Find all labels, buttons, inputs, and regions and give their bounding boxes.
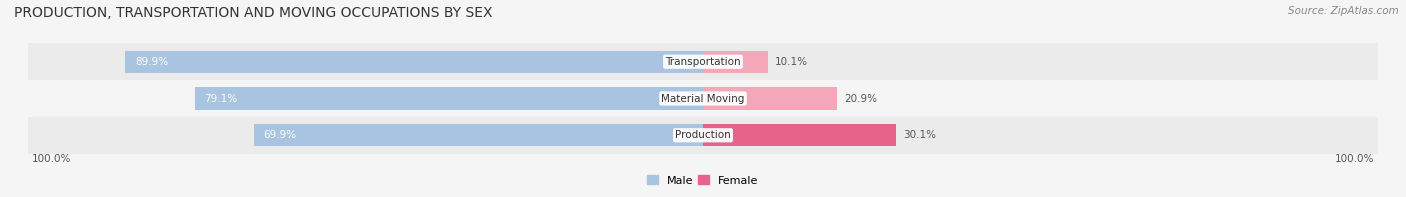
- Bar: [28, 43, 1378, 80]
- Text: 20.9%: 20.9%: [844, 94, 877, 103]
- Text: Material Moving: Material Moving: [661, 94, 745, 103]
- Text: 79.1%: 79.1%: [204, 94, 238, 103]
- Text: 100.0%: 100.0%: [31, 154, 70, 164]
- Bar: [703, 124, 897, 146]
- Text: 69.9%: 69.9%: [263, 130, 297, 140]
- Text: PRODUCTION, TRANSPORTATION AND MOVING OCCUPATIONS BY SEX: PRODUCTION, TRANSPORTATION AND MOVING OC…: [14, 6, 492, 20]
- Text: 100.0%: 100.0%: [1336, 154, 1375, 164]
- Text: Transportation: Transportation: [665, 57, 741, 67]
- Text: 10.1%: 10.1%: [775, 57, 807, 67]
- Bar: [253, 124, 703, 146]
- Legend: Male, Female: Male, Female: [643, 171, 763, 190]
- Bar: [125, 51, 703, 73]
- Bar: [703, 51, 768, 73]
- Bar: [194, 87, 703, 110]
- Bar: [28, 117, 1378, 154]
- Text: 30.1%: 30.1%: [903, 130, 936, 140]
- Bar: [28, 80, 1378, 117]
- Text: Source: ZipAtlas.com: Source: ZipAtlas.com: [1288, 6, 1399, 16]
- Bar: [703, 87, 838, 110]
- Text: Production: Production: [675, 130, 731, 140]
- Text: 89.9%: 89.9%: [135, 57, 167, 67]
